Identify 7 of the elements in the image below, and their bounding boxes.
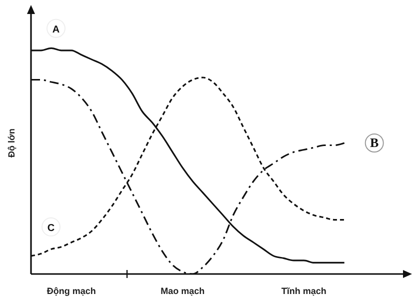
series-label: B	[370, 135, 380, 150]
series-label: A	[52, 24, 60, 36]
x-tick-label: Động mạch	[46, 286, 96, 296]
y-axis-title: Độ lớn	[6, 128, 17, 158]
series-label: C	[47, 222, 55, 234]
x-tick-label: Mao mạch	[160, 286, 205, 296]
x-tick-label: Tĩnh mạch	[281, 286, 326, 296]
